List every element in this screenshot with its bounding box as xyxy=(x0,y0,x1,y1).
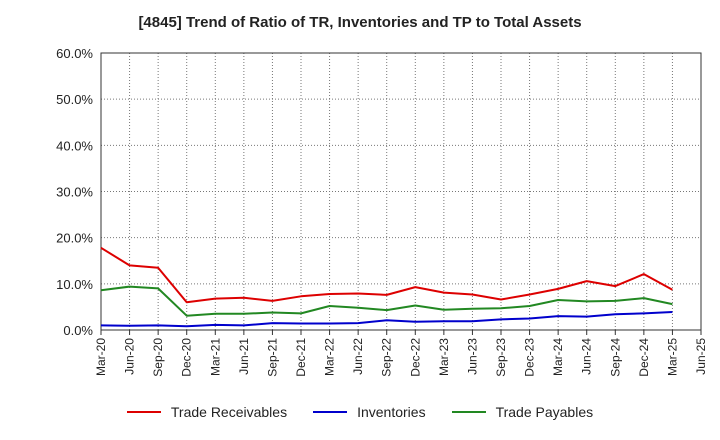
x-tick-label: Jun-21 xyxy=(237,338,251,375)
x-tick-label: Mar-22 xyxy=(323,338,337,376)
x-tick-label: Mar-24 xyxy=(551,338,565,376)
series-line-trade-receivables xyxy=(100,246,673,304)
x-tick-label: Jun-22 xyxy=(351,338,365,375)
y-tick-label: 10.0% xyxy=(56,277,93,292)
x-tick-label: Jun-23 xyxy=(465,338,479,375)
chart-title: [4845] Trend of Ratio of TR, Inventories… xyxy=(138,14,582,31)
y-tick-label: 0.0% xyxy=(63,323,93,338)
x-tick-label: Sep-24 xyxy=(608,338,622,377)
x-tick-label: Jun-25 xyxy=(694,338,708,375)
x-tick-label: Jun-20 xyxy=(123,338,137,375)
legend-swatch-trade-payables xyxy=(451,411,486,413)
x-tick-label: Jun-24 xyxy=(580,338,594,375)
legend-swatch-inventories xyxy=(313,411,348,413)
legend-label-inventories: Inventories xyxy=(357,404,426,420)
x-tick-label: Mar-20 xyxy=(94,338,108,376)
y-tick-label: 30.0% xyxy=(56,185,93,200)
x-tick-label: Sep-22 xyxy=(380,338,394,377)
legend-label-trade-payables: Trade Payables xyxy=(495,404,594,420)
legend-item-inventories: Inventories xyxy=(313,404,426,420)
x-tick-label: Dec-21 xyxy=(294,338,308,377)
y-tick-label: 50.0% xyxy=(56,92,93,107)
series-line-inventories xyxy=(100,311,673,328)
x-tick-label: Mar-25 xyxy=(665,338,679,376)
legend-label-trade-receivables: Trade Receivables xyxy=(170,404,288,420)
x-tick-label: Sep-23 xyxy=(494,338,508,377)
x-tick-label: Sep-20 xyxy=(151,338,165,377)
legend-item-trade-payables: Trade Payables xyxy=(451,404,594,420)
plot-frame xyxy=(100,52,702,331)
series-line-trade-payables xyxy=(100,285,673,317)
x-tick-label: Dec-23 xyxy=(523,338,537,377)
y-tick-label: 20.0% xyxy=(56,231,93,246)
x-tick-label: Dec-22 xyxy=(408,338,422,377)
x-tick-label: Dec-24 xyxy=(637,338,651,377)
legend: Trade Receivables Inventories Trade Paya… xyxy=(0,404,720,420)
x-tick-label: Mar-21 xyxy=(208,338,222,376)
y-tick-label: 40.0% xyxy=(56,138,93,153)
legend-swatch-trade-receivables xyxy=(126,411,161,413)
legend-item-trade-receivables: Trade Receivables xyxy=(126,404,288,420)
y-tick-label: 60.0% xyxy=(56,46,93,61)
x-tick-label: Dec-20 xyxy=(180,338,194,377)
x-tick-label: Mar-23 xyxy=(437,338,451,376)
x-tick-label: Sep-21 xyxy=(265,338,279,377)
